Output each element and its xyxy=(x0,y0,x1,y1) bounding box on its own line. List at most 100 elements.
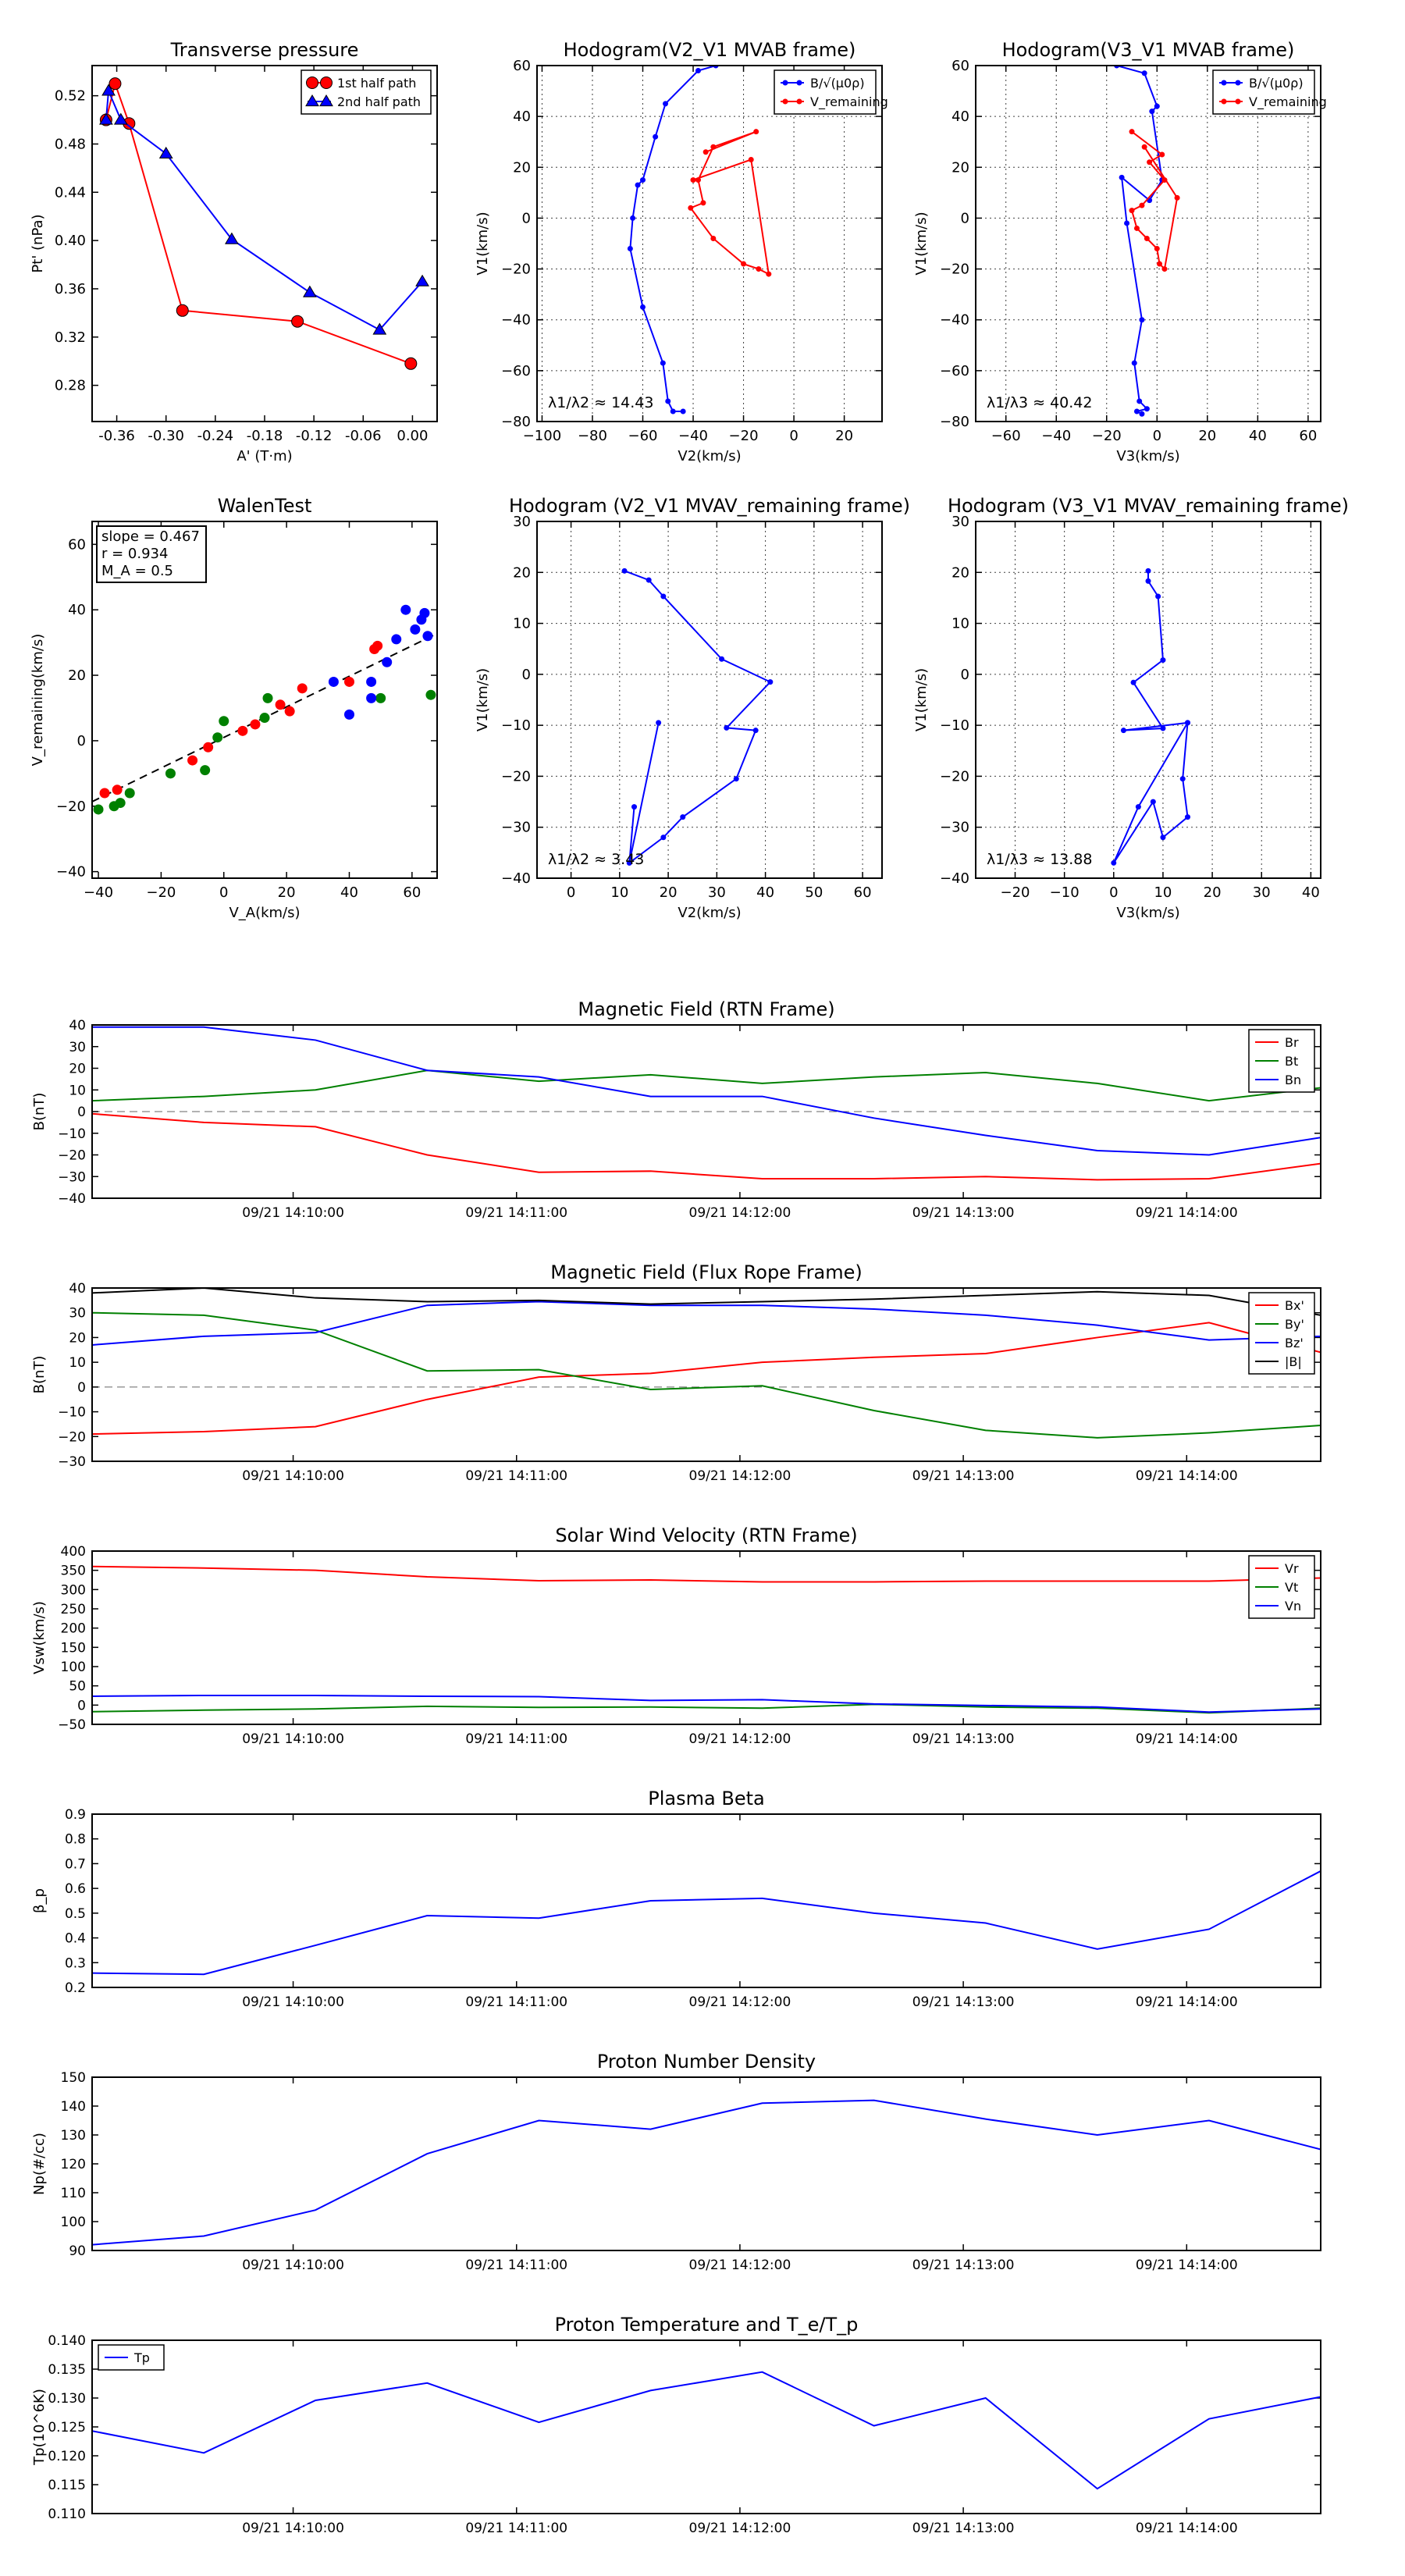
y-tick-label: 110 xyxy=(61,2186,86,2201)
x-tick-label: 20 xyxy=(835,428,853,444)
eigenvalue-ratio-label: λ1/λ2 ≈ 3.43 xyxy=(548,851,644,868)
chart-h21: −100 −80 −60 −40 −20 0 20−80−60−40−200204060Ho… xyxy=(475,39,888,464)
data-point-V xyxy=(1111,859,1117,866)
data-point-Vremaining xyxy=(710,144,717,150)
data-point-V xyxy=(631,804,638,810)
y-tick-label: 60 xyxy=(951,58,969,74)
x-tick-label: -0.18 xyxy=(247,428,283,444)
data-point-V xyxy=(1160,725,1166,731)
y-tick-label: 200 xyxy=(61,1621,86,1637)
data-point-V xyxy=(656,720,662,726)
x-tick-label: 09/21 14:10:00 xyxy=(242,2258,344,2273)
y-tick-label: −60 xyxy=(940,363,969,379)
legend-label: Bt xyxy=(1285,1054,1298,1069)
data-point-2nd half path xyxy=(99,112,113,125)
plot-area xyxy=(92,2371,1321,2490)
y-tick-label: −20 xyxy=(940,262,969,278)
data-point-2nd half path xyxy=(303,285,317,297)
data-point-V xyxy=(1145,568,1151,574)
y-tick-label: 0.36 xyxy=(55,281,86,297)
series-line-B/√(μ0ρ) xyxy=(1116,66,1163,415)
y-tick-label: 40 xyxy=(69,1018,86,1034)
scatter-point-green xyxy=(124,788,135,799)
eigenvalue-ratio-label: λ1/λ3 ≈ 40.42 xyxy=(987,394,1092,411)
legend-marker xyxy=(796,80,802,86)
x-tick-label: 09/21 14:10:00 xyxy=(242,1994,344,2010)
y-tick-label: 10 xyxy=(69,1355,86,1371)
y-tick-label: 0 xyxy=(77,1105,86,1120)
x-axis-label: V3(km/s) xyxy=(1116,905,1179,921)
legend-label: 1st half path xyxy=(337,76,416,91)
x-tick-label: 09/21 14:14:00 xyxy=(1136,1205,1238,1221)
y-axis-label: Tp(10^6K) xyxy=(31,2389,48,2466)
y-tick-label: 60 xyxy=(68,536,86,553)
y-tick-label: 30 xyxy=(513,514,531,530)
y-tick-label: 0.6 xyxy=(65,1881,86,1897)
scatter-point-blue xyxy=(328,676,339,687)
data-point-Vremaining xyxy=(753,129,759,135)
data-point-V xyxy=(646,577,652,583)
plot-area xyxy=(621,568,774,866)
chart-vsw: 09/21 14:10:00 09/21 14:11:00 09/21 14:12:… xyxy=(31,1525,1321,1747)
x-tick-label: −40 xyxy=(678,428,708,444)
x-tick-label: −60 xyxy=(991,428,1021,444)
axes-frame xyxy=(536,65,883,422)
data-point-B/√(μ0ρ) xyxy=(1139,411,1145,417)
series-line-|B| xyxy=(92,1288,1321,1316)
y-tick-label: 20 xyxy=(513,564,531,581)
y-tick-label: 250 xyxy=(61,1602,86,1617)
scatter-point-green xyxy=(93,804,104,815)
chart-title: Solar Wind Velocity (RTN Frame) xyxy=(555,1525,857,1546)
x-tick-label: 09/21 14:10:00 xyxy=(242,1468,344,1484)
x-tick-label: 09/21 14:11:00 xyxy=(465,1205,567,1221)
y-tick-label: 0.9 xyxy=(65,1807,86,1823)
axes-frame xyxy=(536,521,883,879)
chart-title: WalenTest xyxy=(218,495,312,517)
chart-title: Magnetic Field (RTN Frame) xyxy=(578,998,834,1020)
data-point-V xyxy=(1150,799,1156,805)
y-tick-label: 140 xyxy=(61,2099,86,2115)
y-tick-label: 0.52 xyxy=(55,88,86,105)
x-tick-label: 0 xyxy=(219,884,228,901)
x-tick-label: 20 xyxy=(1198,428,1216,444)
chart-title: Proton Number Density xyxy=(597,2051,816,2073)
plot-area xyxy=(92,2099,1321,2246)
scatter-point-red xyxy=(343,676,354,687)
y-tick-label: 150 xyxy=(61,2070,86,2086)
x-axis-label: V2(km/s) xyxy=(678,448,741,464)
x-tick-label: 09/21 14:12:00 xyxy=(689,2521,791,2536)
data-point-Vremaining xyxy=(1157,261,1163,267)
y-tick-label: −20 xyxy=(58,1148,86,1164)
legend-marker xyxy=(1221,98,1227,105)
y-tick-label: 30 xyxy=(69,1040,86,1055)
legend-label: B/√(μ0ρ) xyxy=(1249,76,1304,91)
legend: B/√(μ0ρ) V_remaining xyxy=(774,69,888,115)
y-axis-label: Pt' (nPa) xyxy=(30,214,46,272)
axes-frame xyxy=(975,65,1321,422)
x-tick-label: -0.24 xyxy=(197,428,234,444)
scatter-point-green xyxy=(259,713,270,724)
x-axis-label: V3(km/s) xyxy=(1116,448,1179,464)
y-tick-label: 100 xyxy=(61,2215,86,2230)
x-tick-label: 0 xyxy=(1153,428,1161,444)
data-point-B/√(μ0ρ) xyxy=(1149,109,1155,115)
x-tick-label: 30 xyxy=(708,884,726,901)
series-line-Bt xyxy=(92,1069,1321,1102)
chart-title: Plasma Beta xyxy=(648,1788,764,1809)
y-tick-label: −80 xyxy=(940,414,969,430)
x-tick-label: 0 xyxy=(567,884,575,901)
x-tick-label: 09/21 14:14:00 xyxy=(1136,1468,1238,1484)
legend-label: Br xyxy=(1285,1035,1299,1050)
data-point-Vremaining xyxy=(1129,208,1135,214)
scatter-point-red xyxy=(275,699,286,710)
legend: 1st half path 2nd half path xyxy=(301,69,432,115)
chart-title: Proton Temperature and T_e/T_p xyxy=(555,2314,859,2336)
y-tick-label: 0.130 xyxy=(48,2391,86,2407)
data-point-Vremaining xyxy=(1161,177,1168,183)
legend-marker xyxy=(305,94,319,107)
data-point-V xyxy=(680,814,686,820)
x-tick-label: 50 xyxy=(805,884,823,901)
legend-label: Vt xyxy=(1285,1580,1298,1595)
data-point-B/√(μ0ρ) xyxy=(695,68,701,74)
scatter-point-green xyxy=(262,692,273,703)
